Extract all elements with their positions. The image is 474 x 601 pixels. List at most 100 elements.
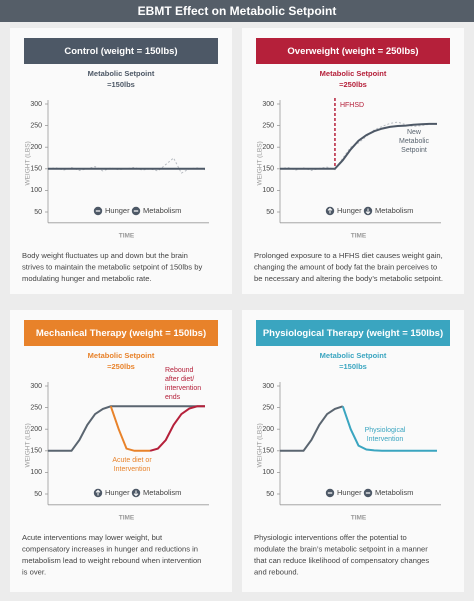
y-tick-label: 150 [262,166,274,173]
chart-subtitle: =150lbs [339,362,367,371]
annotation: Setpoint [401,147,427,154]
y-tick-label: 300 [30,383,42,390]
legend-label: Metabolism [375,488,413,497]
chart-subtitle: Metabolic Setpoint [88,351,155,360]
y-tick-label: 200 [262,144,274,151]
y-tick-label: 250 [30,122,42,129]
legend-label: Hunger [105,488,130,497]
series-line [48,405,205,452]
y-tick-label: 50 [34,491,42,498]
chart-subtitle: =250lbs [107,362,135,371]
y-tick-label: 100 [262,187,274,194]
y-axis-label: WEIGHT (LBS) [257,423,264,467]
y-tick-label: 200 [30,426,42,433]
y-tick-label: 150 [262,448,274,455]
panel-header [256,38,450,64]
title-bar [0,0,474,22]
x-axis-label: TIME [119,233,135,240]
y-tick-label: 250 [30,404,42,411]
caption: compensatory increases in hunger and red… [22,545,198,554]
chart-subtitle: Metabolic Setpoint [320,351,387,360]
panel-card [242,28,464,294]
legend-label: Hunger [105,206,130,215]
legend-label: Hunger [337,206,362,215]
y-tick-label: 300 [262,101,274,108]
panel: Overweight (weight = 250lbs) Metabolic Se… [242,28,464,294]
legend-icon-glyph [327,207,333,214]
annotation: Intervention [114,466,151,473]
event-label: HFHSD [340,102,364,109]
caption: be necessary and altering the body’s met… [254,274,443,283]
x-axis-label: TIME [351,233,367,240]
y-tick-label: 150 [30,166,42,173]
caption: Physiologic interventions offer the pote… [254,533,407,542]
annotation: ends [165,394,181,401]
y-tick-label: 100 [30,187,42,194]
legend-label: Hunger [337,488,362,497]
panel-title: Mechanical Therapy (weight = 150lbs) [36,328,206,339]
annotation: intervention [165,385,201,392]
caption: metabolism lead to weight rebound when i… [22,556,201,565]
annotation: Rebound [165,367,194,374]
panel-header [24,38,218,64]
caption: modulate the brain’s metabolic setpoint … [254,545,428,554]
y-tick-label: 250 [262,122,274,129]
x-axis-label: TIME [119,515,135,522]
y-axis-label: WEIGHT (LBS) [257,141,264,185]
y-axis-label: WEIGHT (LBS) [25,141,32,185]
panel: Control (weight = 150lbs) Metabolic Setpo… [10,28,232,294]
chart-subtitle: Metabolic Setpoint [320,69,387,78]
panel-title: Physiological Therapy (weight = 150lbs) [263,328,443,339]
y-tick-label: 100 [262,469,274,476]
legend-label: Metabolism [143,206,181,215]
y-tick-label: 300 [30,101,42,108]
series-line [280,122,437,170]
y-tick-label: 250 [262,404,274,411]
y-tick-label: 200 [30,144,42,151]
panel: Mechanical Therapy (weight = 150lbs) Meta… [10,310,232,592]
series-line [341,405,437,452]
y-tick-label: 150 [30,448,42,455]
legend-icon-glyph [365,208,371,215]
caption: Acute interventions may lower weight, bu… [22,533,163,542]
caption: changing the amount of body fat the brai… [254,263,437,272]
series-line [109,405,151,452]
caption: modulating hunger and metabolic rate. [22,274,152,283]
y-tick-label: 50 [266,209,274,216]
legend-icon-glyph [133,490,139,497]
panel-title: Control (weight = 150lbs) [64,46,177,57]
caption: and rebound. [254,568,299,577]
caption: Prolonged exposure to a HFHS diet causes… [254,251,443,260]
legend-label: Metabolism [375,206,413,215]
caption: is over. [22,568,46,577]
y-tick-label: 50 [266,491,274,498]
y-tick-label: 50 [34,209,42,216]
annotation: Physiological [365,427,406,434]
annotation: Intervention [367,436,404,443]
series-line [149,405,205,452]
annotation: Acute diet or [112,457,152,464]
annotation: Metabolic [399,138,429,145]
panel: Physiological Therapy (weight = 150lbs) M… [242,310,464,592]
x-axis-label: TIME [351,515,367,522]
y-tick-label: 300 [262,383,274,390]
legend-icon-glyph [95,489,101,496]
panel-title: Overweight (weight = 250lbs) [287,46,418,57]
annotation: after diet/ [165,376,194,383]
panel-card [10,28,232,294]
panel-header [24,320,218,346]
series-line [280,405,344,452]
caption: Body weight fluctuates up and down but t… [22,251,188,260]
caption: that can reduce likelihood of compensato… [254,556,429,565]
chart-subtitle: =150lbs [107,80,135,89]
chart-subtitle: =250lbs [339,80,367,89]
caption: strives to maintain the metabolic setpoi… [22,263,202,272]
legend-label: Metabolism [143,488,181,497]
chart-subtitle: Metabolic Setpoint [88,69,155,78]
title: EBMT Effect on Metabolic Setpoint [138,4,337,18]
y-tick-label: 200 [262,426,274,433]
panel-header [256,320,450,346]
y-axis-label: WEIGHT (LBS) [25,423,32,467]
y-tick-label: 100 [30,469,42,476]
